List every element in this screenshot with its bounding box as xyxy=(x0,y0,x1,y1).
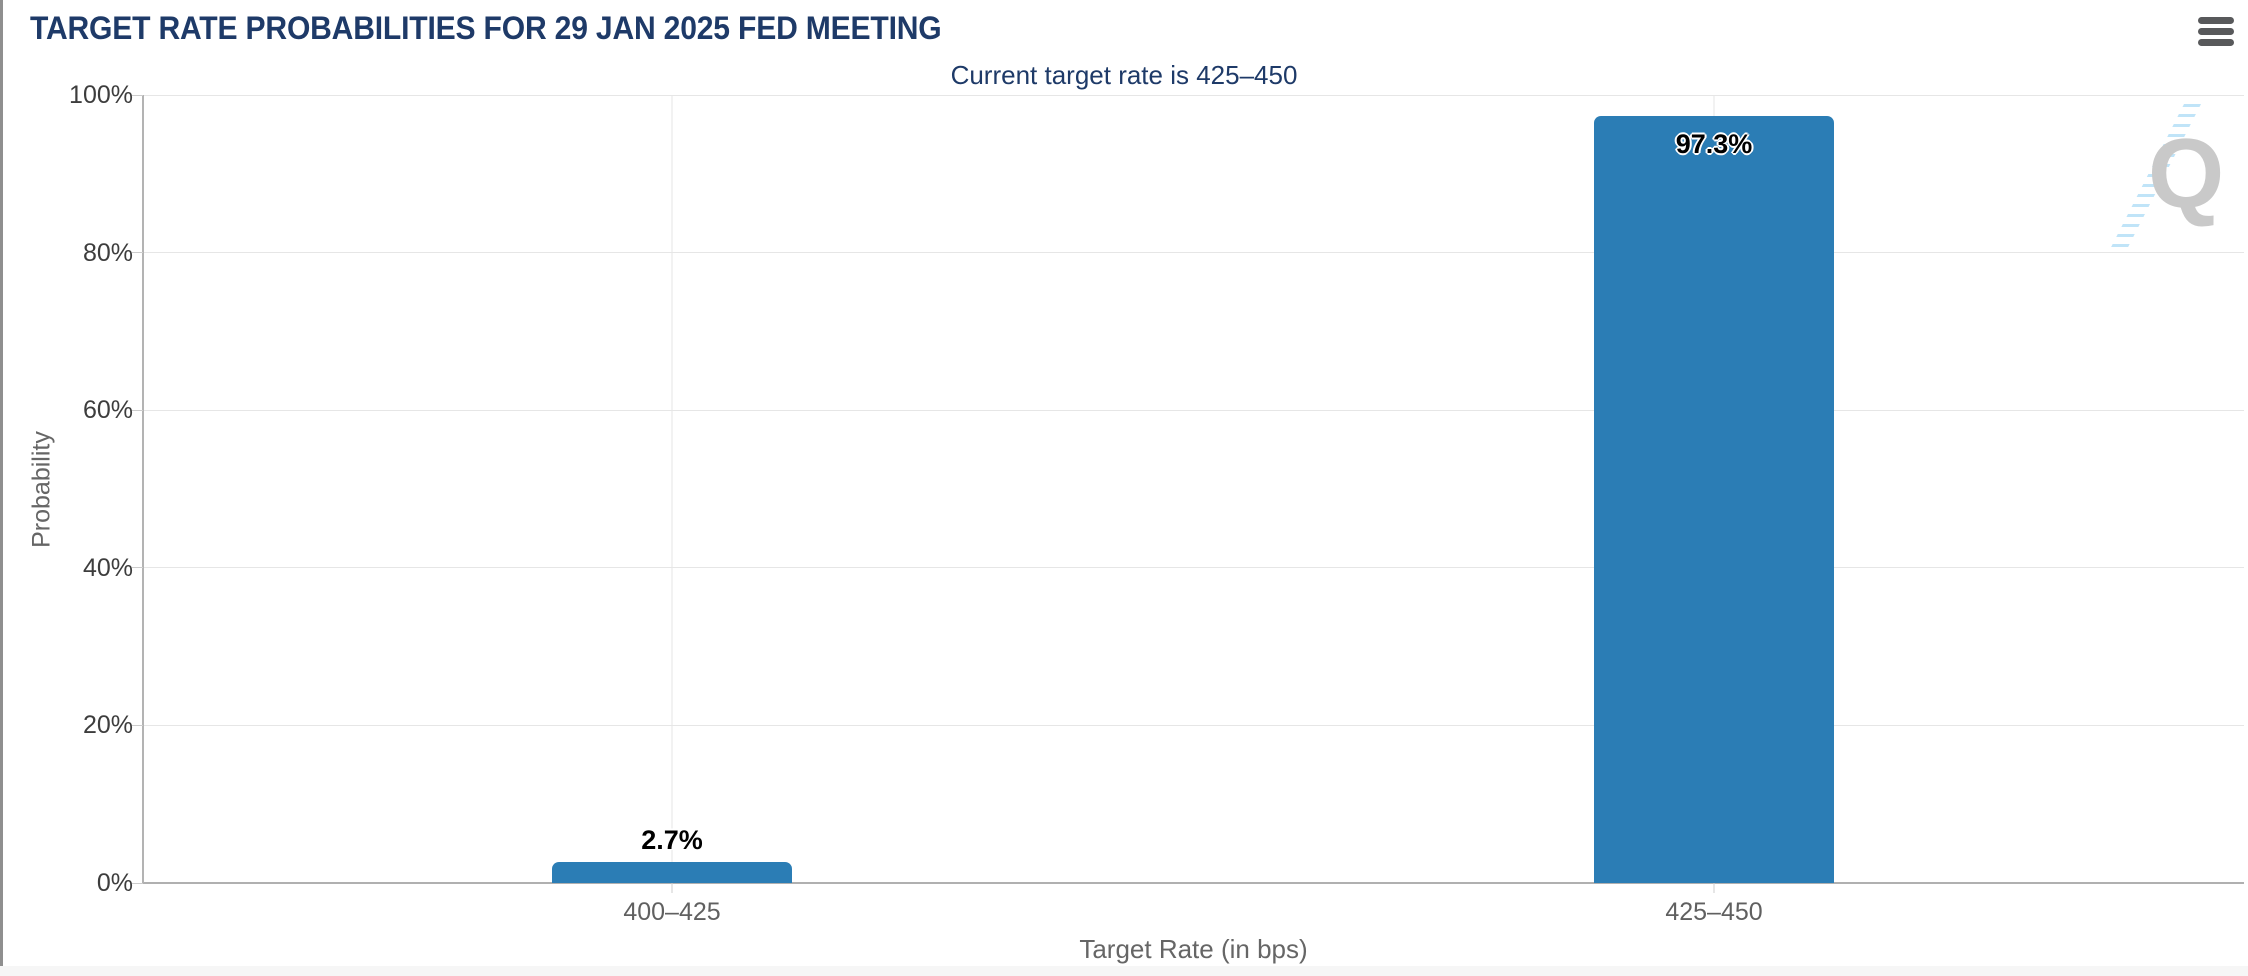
q-logo-icon: Q xyxy=(2148,118,2225,228)
gridline-100 xyxy=(143,94,2244,96)
bar-425-450[interactable] xyxy=(1594,116,1834,883)
page-title: TARGET RATE PROBABILITIES FOR 29 JAN 202… xyxy=(30,10,942,46)
y-axis-title: Probability xyxy=(27,431,56,548)
y-axis-tick-label: 20% xyxy=(82,711,133,740)
y-tick xyxy=(132,409,143,411)
y-tick xyxy=(132,94,143,96)
menu-bar xyxy=(2198,17,2234,24)
y-tick xyxy=(132,252,143,254)
y-axis-tick-label: 40% xyxy=(82,553,133,582)
menu-bar xyxy=(2198,39,2234,46)
y-axis-line xyxy=(142,95,144,883)
x-axis-baseline xyxy=(143,882,2244,884)
bar-400-425[interactable] xyxy=(552,862,792,883)
y-axis-tick-label: 100% xyxy=(69,81,133,109)
footer-band xyxy=(0,966,2248,976)
y-axis-tick-label: 80% xyxy=(82,238,133,267)
x-axis-category-label-400-425: 400–425 xyxy=(623,898,721,926)
y-tick xyxy=(132,882,143,884)
x-axis-category-label-425-450: 425–450 xyxy=(1665,898,1763,926)
y-tick xyxy=(132,724,143,726)
y-tick xyxy=(132,567,143,569)
bar-value-label-400-425: 2.7% xyxy=(641,825,703,855)
gridline-60 xyxy=(143,409,2244,411)
x-tick xyxy=(671,883,673,893)
y-axis-tick-label: 0% xyxy=(96,869,133,897)
gridline-40 xyxy=(143,567,2244,569)
gridline-80 xyxy=(143,252,2244,254)
gridline-category-1 xyxy=(671,95,673,883)
x-tick xyxy=(1713,883,1715,893)
menu-icon[interactable] xyxy=(2198,17,2236,48)
chart-subtitle: Current target rate is 425–450 xyxy=(950,60,1298,90)
bar-value-label-425-450: 97.3% xyxy=(1675,129,1753,159)
menu-bar xyxy=(2198,28,2234,35)
x-axis-title: Target Rate (in bps) xyxy=(1079,934,1308,964)
gridline-20 xyxy=(143,724,2244,726)
y-axis-tick-label: 60% xyxy=(82,396,133,425)
panel-left-border xyxy=(0,0,3,976)
